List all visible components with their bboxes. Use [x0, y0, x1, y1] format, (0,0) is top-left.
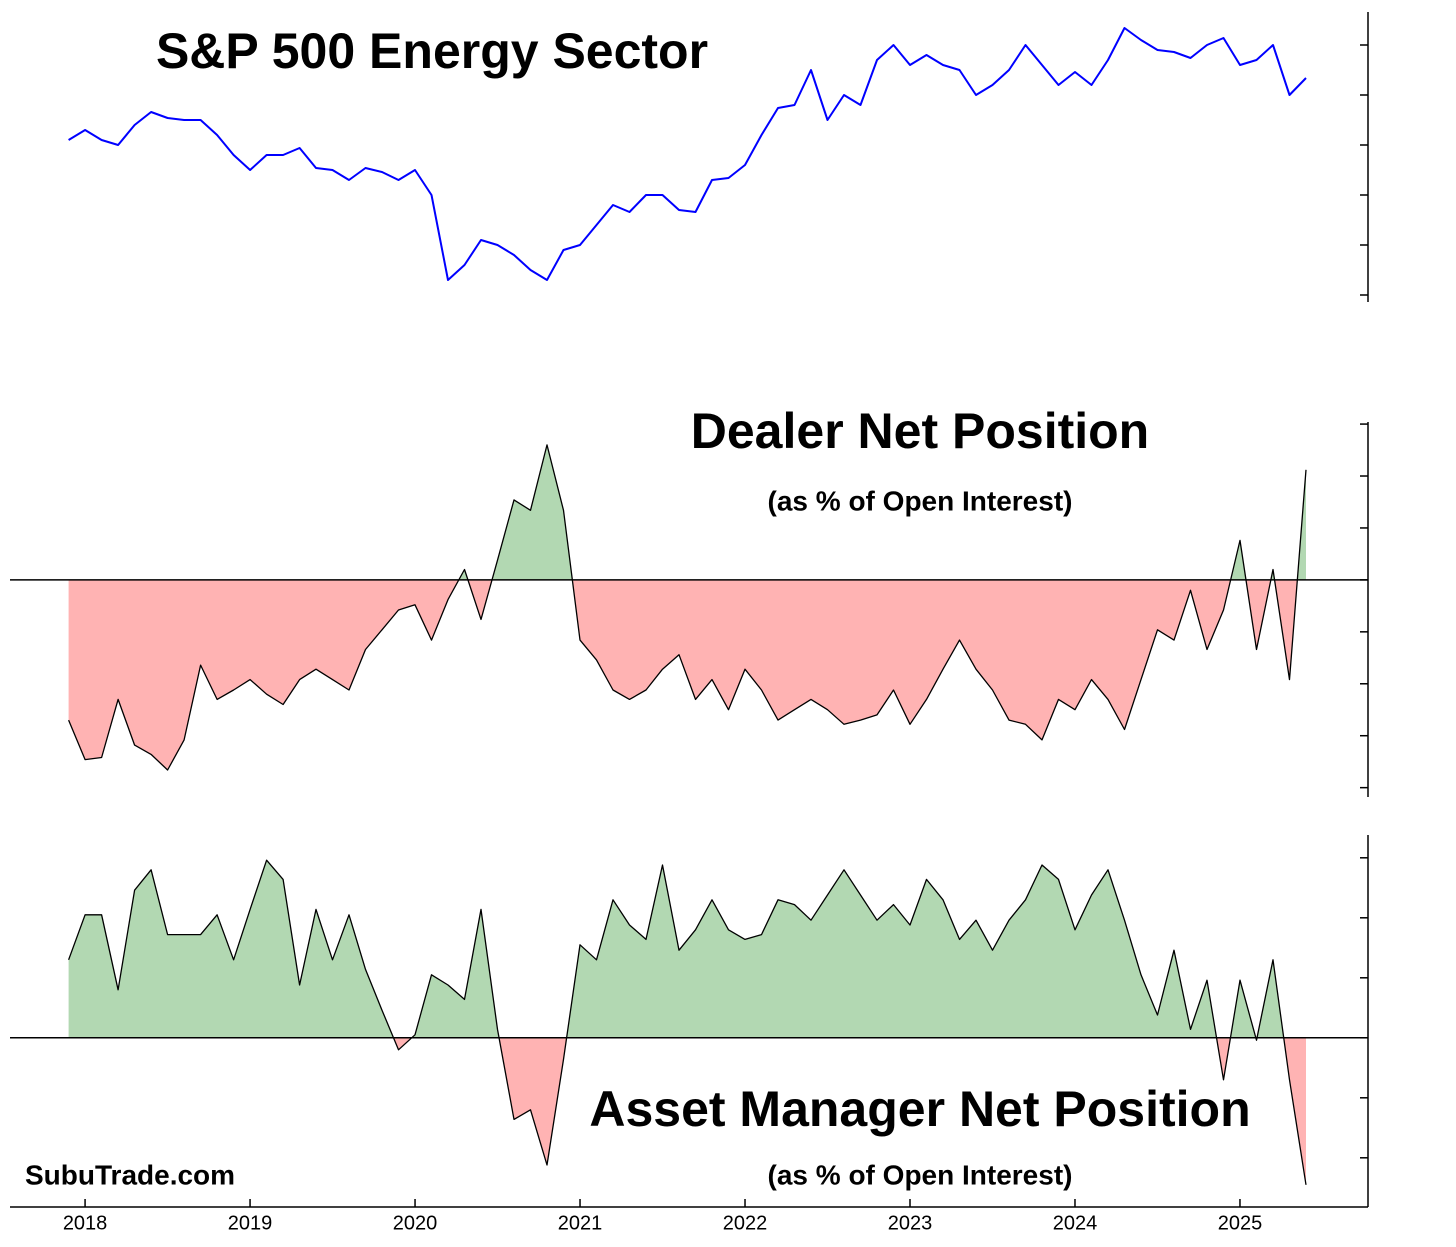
data-line: [67, 859, 1307, 1185]
x-tick-label: 2025: [1218, 1212, 1263, 1234]
chart-subtitle: (as % of Open Interest): [768, 485, 1073, 516]
data-line: [68, 444, 1307, 771]
chart-subtitle: (as % of Open Interest): [768, 1159, 1073, 1190]
area-positive: [68, 860, 1306, 1038]
area-negative: [68, 579, 1306, 770]
watermark: SubuTrade.com: [25, 1159, 235, 1190]
x-tick-label: 2021: [558, 1212, 603, 1234]
chart-title: Asset Manager Net Position: [589, 1081, 1250, 1137]
area-positive: [458, 444, 1306, 580]
chart-title: S&P 500 Energy Sector: [156, 23, 708, 79]
x-tick-label: 2024: [1053, 1212, 1098, 1234]
x-tick-label: 2022: [723, 1212, 768, 1234]
data-line: [68, 27, 1307, 281]
chart-title: Dealer Net Position: [691, 403, 1149, 459]
x-tick-label: 2018: [63, 1212, 108, 1234]
x-tick-label: 2019: [228, 1212, 273, 1234]
x-tick-label: 2020: [393, 1212, 438, 1234]
x-tick-label: 2023: [888, 1212, 933, 1234]
